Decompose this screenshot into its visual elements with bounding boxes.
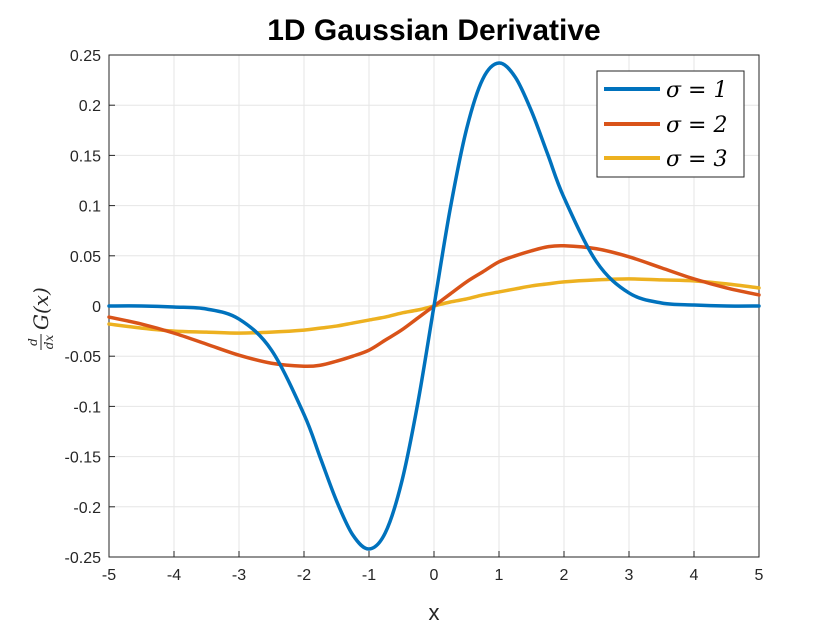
x-tick-label-6: 1 bbox=[495, 567, 504, 584]
x-tick-label-7: 2 bbox=[560, 567, 569, 584]
y-axis-label-denominator: dx bbox=[42, 335, 56, 350]
y-axis-label-main: G(x) bbox=[29, 287, 53, 330]
x-tick-label-0: -5 bbox=[102, 567, 116, 584]
x-tick-label-3: -2 bbox=[297, 567, 311, 584]
y-tick-label-4: -0.05 bbox=[65, 349, 102, 366]
y-tick-label-10: 0.25 bbox=[70, 48, 101, 65]
legend: σ = 1 σ = 2 σ = 3 bbox=[596, 70, 745, 178]
y-axis-label: d dx G(x) bbox=[26, 287, 56, 350]
y-tick-label-8: 0.15 bbox=[70, 148, 101, 165]
y-tick-label-1: -0.2 bbox=[73, 500, 101, 517]
x-axis-label: x bbox=[429, 600, 440, 625]
y-tick-label-2: -0.15 bbox=[65, 450, 102, 467]
tick-layer: -5 -4 -3 -2 -1 0 1 2 3 4 5 -0.25 -0.2 -0.15 -0.1 -0.05 0… bbox=[65, 48, 764, 584]
x-tick-label-10: 5 bbox=[755, 567, 764, 584]
y-tick-label-6: 0.05 bbox=[70, 249, 101, 266]
chart-title: 1D Gaussian Derivative bbox=[267, 14, 601, 47]
y-tick-label-9: 0.2 bbox=[79, 98, 101, 115]
x-tick-label-9: 4 bbox=[690, 567, 699, 584]
y-axis-label-numerator: d bbox=[26, 338, 40, 346]
x-tick-label-4: -1 bbox=[362, 567, 376, 584]
y-tick-label-5: 0 bbox=[92, 299, 101, 316]
x-tick-label-1: -4 bbox=[167, 567, 181, 584]
legend-label-sigma-1: σ = 1 bbox=[666, 78, 727, 103]
x-tick-label-5: 0 bbox=[430, 567, 439, 584]
series-line-sigma-1 bbox=[107, 61, 761, 551]
x-tick-label-2: -3 bbox=[232, 567, 246, 584]
legend-label-sigma-2: σ = 2 bbox=[666, 113, 727, 138]
series-layer bbox=[107, 61, 761, 551]
legend-label-sigma-3: σ = 3 bbox=[666, 147, 727, 172]
y-tick-label-0: -0.25 bbox=[65, 550, 102, 567]
x-tick-label-8: 3 bbox=[625, 567, 634, 584]
y-tick-label-7: 0.1 bbox=[79, 199, 101, 216]
y-tick-label-3: -0.1 bbox=[73, 399, 101, 416]
